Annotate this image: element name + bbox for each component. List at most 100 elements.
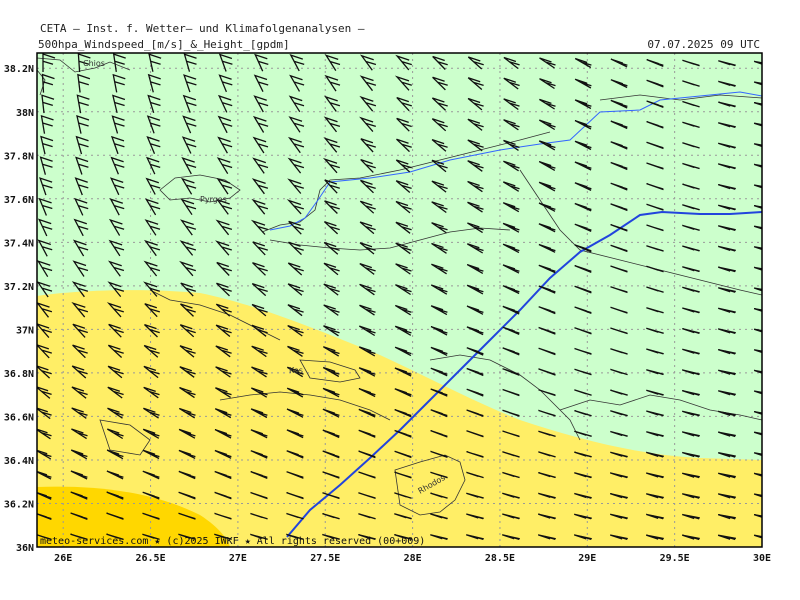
wind-barb	[753, 204, 762, 209]
wind-barb	[396, 138, 412, 153]
wind-barb	[38, 197, 53, 216]
wind-barb	[646, 58, 664, 68]
wind-barb	[286, 512, 304, 520]
wind-barb	[574, 472, 592, 479]
wind-barb	[574, 285, 592, 294]
wind-barb	[252, 262, 268, 276]
wind-barb	[538, 181, 556, 192]
wind-barb	[574, 347, 592, 355]
wind-barb	[537, 534, 556, 541]
wind-barb	[394, 513, 412, 520]
wind-barb	[71, 386, 88, 399]
wind-barb	[287, 304, 304, 317]
wind-barb	[214, 533, 232, 540]
place-label-chios: Chios	[83, 59, 105, 68]
wind-barb	[681, 451, 700, 458]
wind-barb	[395, 54, 412, 71]
wind-barb	[466, 388, 484, 397]
wind-barb	[70, 470, 88, 480]
wind-barb	[324, 179, 340, 194]
wind-barb	[70, 449, 88, 460]
wind-barb	[142, 449, 160, 460]
wind-barb	[503, 56, 520, 70]
wind-barb	[288, 116, 305, 133]
wind-barb	[538, 451, 556, 458]
wind-barb	[216, 157, 233, 175]
wind-barb	[502, 243, 520, 254]
wind-barb	[215, 303, 232, 317]
wind-barb	[717, 307, 736, 314]
wind-barb	[538, 409, 556, 417]
wind-barb	[610, 99, 628, 109]
wind-barb	[358, 471, 376, 479]
plot-frame	[36, 52, 763, 548]
wind-barb	[217, 136, 233, 154]
wind-barb	[466, 409, 484, 418]
wind-barb	[107, 260, 125, 277]
wind-barb	[359, 116, 376, 133]
wind-barb	[538, 285, 556, 294]
wind-barb	[430, 534, 448, 541]
wind-barb	[574, 368, 592, 376]
wind-barb	[180, 198, 197, 216]
longitude-label: 26E	[54, 553, 72, 564]
wind-barb	[182, 94, 197, 113]
wind-barb	[323, 95, 341, 112]
wind-barb	[753, 122, 762, 127]
wind-barb	[431, 222, 448, 234]
wind-barb	[467, 97, 484, 111]
wind-barb	[251, 178, 269, 195]
latitude-label: 36.4N	[4, 456, 34, 467]
wind-barbs	[37, 53, 762, 541]
wind-barb	[395, 221, 412, 234]
wind-barb	[359, 200, 376, 214]
wind-barb	[218, 74, 233, 93]
wind-barb	[143, 239, 161, 257]
wind-barb	[214, 491, 232, 500]
wind-barb	[574, 306, 592, 315]
wind-barb	[324, 200, 340, 214]
wind-barb	[646, 431, 664, 438]
wind-barb	[538, 368, 556, 376]
wind-barb	[286, 429, 304, 439]
wind-barb	[717, 183, 736, 190]
latitude-label: 36.2N	[4, 499, 34, 510]
wind-barb	[322, 471, 340, 479]
wind-zone-gold	[37, 486, 230, 547]
wind-barb	[360, 138, 376, 153]
wind-barb	[682, 59, 700, 67]
wind-barb	[110, 135, 125, 155]
wind-barb	[37, 470, 52, 480]
wind-barb	[682, 286, 700, 293]
wind-barb	[250, 470, 268, 480]
wind-barb	[287, 283, 304, 296]
wind-barb	[217, 115, 233, 134]
wind-barb	[465, 534, 484, 541]
wind-barb	[215, 387, 232, 398]
wind-barb	[466, 513, 484, 520]
wind-barb	[287, 157, 305, 174]
wind-barb	[41, 94, 55, 114]
wind-barb	[753, 81, 762, 86]
latitude-label: 38.2N	[4, 64, 34, 75]
wind-barb	[394, 325, 412, 336]
wind-barb	[610, 203, 628, 212]
wind-barb	[111, 115, 125, 134]
wind-barb	[286, 387, 304, 398]
wind-barb	[610, 368, 628, 376]
latitude-label: 36.8N	[4, 369, 34, 380]
wind-barb	[539, 57, 556, 69]
wind-barb	[143, 260, 161, 277]
wind-barb	[539, 98, 556, 110]
wind-barb	[180, 282, 196, 297]
wind-barb	[214, 512, 232, 520]
wind-barb	[646, 348, 664, 355]
wind-barb	[431, 263, 448, 275]
wind-barb	[717, 328, 736, 335]
wind-barb	[106, 491, 124, 500]
wind-barb	[111, 94, 126, 114]
latitude-label: 37.4N	[4, 238, 34, 249]
wind-barb	[396, 96, 412, 112]
wind-barb	[502, 222, 520, 233]
wind-barb	[323, 221, 340, 235]
